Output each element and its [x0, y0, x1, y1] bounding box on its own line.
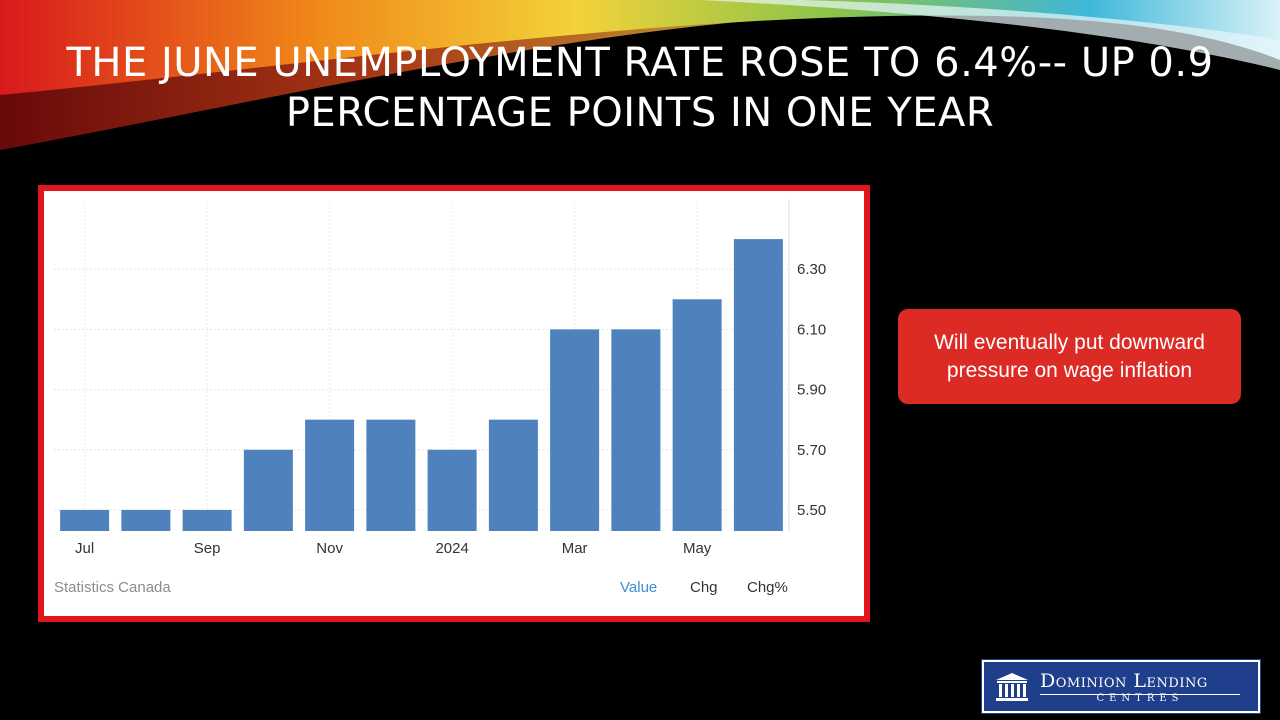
slide-title: The June unemployment rate rose to 6.4%-… — [66, 40, 1214, 136]
bar-sep[interactable] — [182, 509, 232, 531]
y-tick-label: 5.50 — [797, 502, 826, 519]
tab-chg-percent[interactable]: Chg% — [747, 579, 788, 596]
bar-dec[interactable] — [366, 419, 416, 531]
bar-oct[interactable] — [243, 449, 293, 531]
bar-mar[interactable] — [550, 329, 600, 531]
x-tick-label: Jul — [75, 540, 94, 557]
bar-jun[interactable] — [733, 239, 783, 531]
x-tick-label: May — [683, 540, 712, 557]
building-columns-icon — [996, 673, 1028, 701]
callout-text: Will eventually put downward pressure on… — [934, 330, 1205, 382]
chart-source: Statistics Canada — [54, 579, 171, 596]
y-tick-label: 5.70 — [797, 442, 826, 459]
decorative-swoosh — [0, 0, 1280, 150]
bar-nov[interactable] — [305, 419, 355, 531]
y-tick-label: 6.30 — [797, 261, 826, 278]
chart-tabs: Value Chg Chg% — [44, 579, 864, 599]
bar-feb[interactable] — [488, 419, 538, 531]
logo-name: Dominion Lending — [1040, 670, 1208, 692]
y-tick-label: 5.90 — [797, 382, 826, 399]
bar-aug[interactable] — [121, 509, 171, 531]
company-logo: Dominion Lending CENTRES — [981, 659, 1261, 714]
x-tick-label: Mar — [562, 540, 588, 557]
logo-rule — [1040, 694, 1240, 695]
chart-frame: 5.50 5.70 5.90 6.10 6.30 Jul Sep Nov 2024 Mar May… — [38, 185, 870, 622]
x-tick-label: Nov — [316, 540, 343, 557]
bar-jul[interactable] — [60, 509, 110, 531]
x-tick-label: 2024 — [435, 540, 468, 557]
callout-box: Will eventually put downward pressure on… — [898, 309, 1241, 404]
bar-apr[interactable] — [611, 329, 661, 531]
bar-2024[interactable] — [427, 449, 477, 531]
tab-chg[interactable]: Chg — [690, 579, 718, 596]
y-tick-label: 6.10 — [797, 321, 826, 338]
bar-may[interactable] — [672, 299, 722, 531]
bar-chart: 5.50 5.70 5.90 6.10 6.30 Jul Sep Nov 2024 Mar May — [54, 199, 826, 557]
logo-subtitle: CENTRES — [1096, 693, 1184, 704]
tab-value[interactable]: Value — [620, 579, 658, 596]
x-tick-label: Sep — [194, 540, 221, 557]
